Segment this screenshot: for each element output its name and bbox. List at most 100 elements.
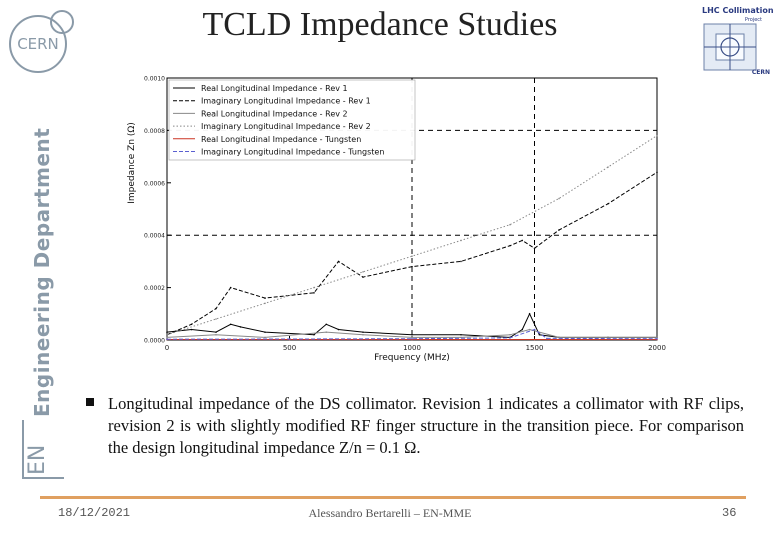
data-point-3-10 bbox=[656, 134, 658, 137]
legend-label-5: Imaginary Longitudinal Impedance - Tungs… bbox=[201, 148, 384, 157]
data-point-3-1 bbox=[215, 318, 217, 320]
legend-label-2: Real Longitudinal Impedance - Rev 2 bbox=[201, 109, 348, 118]
data-point-2-1 bbox=[215, 333, 217, 336]
y-tick-label-3: 0.0006 bbox=[144, 180, 165, 187]
x-axis-label: Frequency (MHz) bbox=[374, 353, 450, 363]
y-tick-label-1: 0.0002 bbox=[144, 285, 165, 292]
footer-divider bbox=[40, 496, 746, 499]
data-point-0-9 bbox=[362, 331, 364, 333]
data-point-0-11 bbox=[460, 333, 462, 336]
data-point-2-5 bbox=[411, 336, 413, 339]
y-tick-label-4: 0.0008 bbox=[144, 128, 165, 135]
data-point-1-11 bbox=[521, 239, 524, 242]
series-line-1 bbox=[166, 171, 658, 336]
department-short-label: EN bbox=[25, 444, 50, 475]
y-tick-label-5: 0.0010 bbox=[144, 76, 165, 83]
data-point-2-4 bbox=[362, 333, 364, 336]
bullet-text: Longitudinal impedance of the DS collima… bbox=[108, 394, 744, 457]
data-point-1-6 bbox=[337, 260, 340, 263]
en-bracket bbox=[22, 420, 64, 479]
data-point-0-15 bbox=[538, 333, 541, 336]
page-number: 36 bbox=[722, 506, 737, 520]
x-tick-label-3: 1500 bbox=[526, 344, 544, 352]
data-point-5-2 bbox=[411, 337, 413, 340]
x-tick-label-4: 2000 bbox=[648, 344, 666, 352]
data-point-1-12 bbox=[533, 247, 536, 250]
legend-label-0: Real Longitudinal Impedance - Rev 1 bbox=[201, 84, 348, 93]
data-point-5-1 bbox=[288, 338, 291, 340]
impedance-chart: 0 500 1000 1500 2000 0.0000 0.0002 0.0004 0.0006… bbox=[127, 76, 666, 364]
department-label: Engineering Department bbox=[30, 127, 54, 417]
data-point-2-2 bbox=[264, 336, 266, 339]
data-point-3-6 bbox=[460, 239, 462, 242]
data-point-1-13 bbox=[558, 229, 560, 231]
data-point-0-14 bbox=[528, 313, 531, 315]
svg-text:CERN: CERN bbox=[17, 35, 59, 53]
data-point-2-3 bbox=[325, 331, 328, 333]
data-point-3-8 bbox=[558, 197, 560, 200]
y-axis-label: Impedance Zn (Ω) bbox=[127, 122, 137, 204]
data-point-0-6 bbox=[313, 333, 315, 336]
data-point-0-8 bbox=[337, 328, 340, 331]
data-point-0-13 bbox=[521, 328, 524, 331]
svg-text:Project: Project bbox=[745, 17, 762, 23]
svg-text:CERN: CERN bbox=[752, 69, 770, 76]
data-point-2-6 bbox=[460, 336, 462, 339]
series-line-3 bbox=[166, 135, 658, 336]
lhc-collimation-logo: LHC Collimation Project CERN bbox=[702, 6, 774, 76]
data-point-1-7 bbox=[362, 276, 364, 278]
data-point-3-7 bbox=[509, 223, 511, 226]
data-point-3-3 bbox=[313, 286, 315, 289]
data-point-1-1 bbox=[190, 323, 193, 326]
data-point-5-3 bbox=[509, 337, 511, 339]
slide-title: TCLD Impedance Studies bbox=[202, 6, 558, 43]
data-point-0-4 bbox=[239, 326, 242, 328]
data-point-2-8 bbox=[528, 328, 531, 331]
x-tick-label-1: 500 bbox=[283, 344, 296, 352]
data-point-0-2 bbox=[215, 331, 217, 333]
data-point-1-4 bbox=[264, 297, 266, 299]
data-point-5-5 bbox=[545, 337, 548, 340]
data-point-5-0 bbox=[166, 338, 168, 341]
x-tick-label-2: 1000 bbox=[403, 344, 421, 352]
data-point-0-1 bbox=[190, 328, 193, 331]
left-band: Engineering Department EN bbox=[0, 0, 64, 540]
data-point-2-0 bbox=[166, 336, 168, 339]
data-point-3-2 bbox=[264, 302, 266, 305]
y-tick-label-0: 0.0000 bbox=[144, 338, 165, 345]
data-point-0-3 bbox=[229, 323, 232, 326]
legend-label-3: Imaginary Longitudinal Impedance - Rev 2 bbox=[201, 122, 371, 131]
bullet-marker bbox=[86, 398, 94, 406]
data-point-1-10 bbox=[509, 244, 511, 247]
data-point-5-6 bbox=[656, 337, 658, 340]
data-point-2-7 bbox=[509, 333, 511, 336]
bullet-list: Longitudinal impedance of the DS collima… bbox=[86, 393, 744, 459]
footer-author: Alessandro Bertarelli – EN-MME bbox=[308, 506, 472, 520]
data-point-0-7 bbox=[325, 323, 328, 326]
data-point-0-0 bbox=[166, 331, 168, 333]
data-point-1-3 bbox=[229, 286, 232, 289]
data-point-3-5 bbox=[411, 255, 413, 257]
x-tick-label-0: 0 bbox=[165, 344, 169, 352]
data-point-3-9 bbox=[607, 166, 609, 168]
legend-box bbox=[168, 79, 416, 161]
data-point-0-10 bbox=[411, 333, 413, 336]
legend-label-4: Real Longitudinal Impedance - Tungsten bbox=[201, 135, 361, 144]
data-point-1-9 bbox=[460, 260, 462, 263]
data-point-1-15 bbox=[656, 171, 658, 174]
cern-logo: CERN bbox=[9, 10, 74, 73]
data-point-1-5 bbox=[313, 292, 315, 294]
data-point-2-10 bbox=[656, 336, 658, 339]
y-tick-label-2: 0.0004 bbox=[144, 233, 165, 240]
footer-date: 18/12/2021 bbox=[58, 506, 131, 520]
data-point-2-9 bbox=[558, 336, 560, 339]
data-point-1-8 bbox=[411, 265, 413, 268]
data-point-4-3 bbox=[533, 338, 536, 341]
svg-text:LHC Collimation: LHC Collimation bbox=[702, 6, 774, 15]
data-point-0-5 bbox=[264, 331, 266, 333]
data-point-3-4 bbox=[362, 271, 364, 273]
legend-label-1: Imaginary Longitudinal Impedance - Rev 1 bbox=[201, 97, 371, 106]
data-point-3-0 bbox=[166, 333, 168, 336]
data-point-5-4 bbox=[533, 328, 536, 331]
data-point-1-2 bbox=[215, 307, 217, 310]
